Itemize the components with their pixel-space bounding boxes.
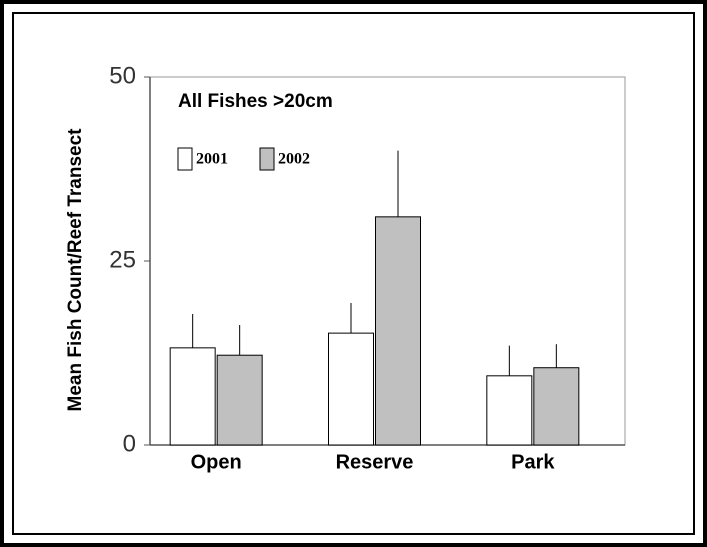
x-tick-label: Reserve xyxy=(336,451,414,473)
bar xyxy=(169,347,216,446)
y-axis-label: Mean Fish Count/Reef Transect xyxy=(65,128,86,412)
legend-label: 2002 xyxy=(278,151,310,168)
y-tick-label: 0 xyxy=(123,430,136,457)
legend-swatch xyxy=(259,147,275,171)
y-tick-label: 50 xyxy=(109,62,136,89)
bar xyxy=(328,332,374,446)
bar xyxy=(486,375,533,446)
x-tick-label: Park xyxy=(511,451,555,473)
chart-title: All Fishes >20cm xyxy=(178,91,333,112)
legend-label: 2001 xyxy=(196,151,228,168)
y-tick-label: 25 xyxy=(109,246,136,273)
bar xyxy=(216,354,263,446)
x-tick-label: Open xyxy=(191,451,242,473)
bar xyxy=(533,367,580,446)
inner-border xyxy=(12,12,695,535)
legend-swatch xyxy=(177,147,193,171)
bar xyxy=(375,216,421,446)
